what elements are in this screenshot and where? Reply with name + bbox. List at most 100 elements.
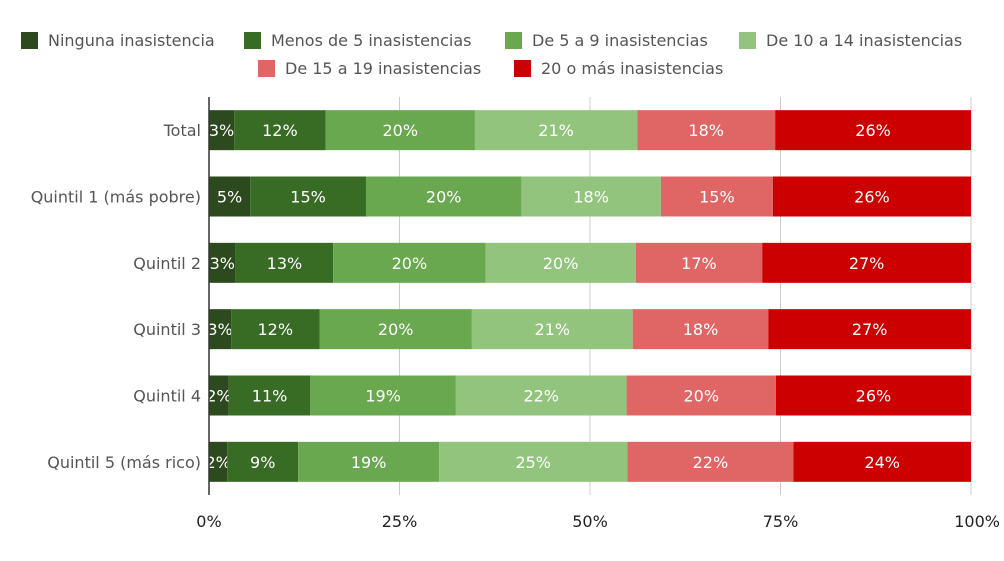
- legend-swatch: [244, 32, 261, 49]
- bar-value-label: 12%: [262, 121, 298, 140]
- bar-value-label: 18%: [688, 121, 724, 140]
- x-tick-label: 50%: [572, 512, 608, 531]
- bar-value-label: 22%: [693, 453, 729, 472]
- bar-value-label: 20%: [382, 121, 418, 140]
- bar-segment: [209, 110, 235, 151]
- bar-segment: [228, 375, 311, 416]
- legend-swatch: [21, 32, 38, 49]
- bar-value-label: 3%: [209, 121, 234, 140]
- category-label: Quintil 5 (más rico): [47, 453, 201, 472]
- bar-value-label: 20%: [426, 188, 462, 207]
- bar-row: 3% 13% 20% 20% 17% 27%: [209, 242, 971, 283]
- bar-value-label: 24%: [864, 453, 900, 472]
- bar-value-label: 22%: [523, 387, 559, 406]
- legend-label: Ninguna inasistencia: [48, 31, 215, 50]
- bar-segment: [485, 242, 636, 283]
- bar-value-label: 15%: [699, 188, 735, 207]
- bar-value-label: 13%: [267, 254, 303, 273]
- bar-value-label: 27%: [852, 320, 888, 339]
- bar-value-label: 11%: [252, 387, 288, 406]
- bar-row: 3% 12% 20% 21% 18% 26%: [209, 110, 971, 151]
- bar-value-label: 12%: [258, 320, 294, 339]
- bar-row: 3% 12% 20% 21% 18% 27%: [207, 309, 971, 350]
- bar-segment: [521, 176, 661, 217]
- bar-segment: [298, 441, 440, 482]
- bar-segment: [333, 242, 486, 283]
- category-label: Quintil 1 (más pobre): [31, 188, 201, 207]
- bars: 3% 12% 20% 21% 18% 26% 5% 15% 20% 18% 15% 26% 3% 13% 2…: [205, 110, 971, 482]
- bar-segment: [793, 441, 971, 482]
- bar-segment: [250, 176, 366, 217]
- legend-item: De 5 a 9 inasistencias: [505, 31, 708, 50]
- bar-segment: [772, 176, 971, 217]
- bar-segment: [231, 309, 320, 350]
- bar-value-label: 20%: [543, 254, 579, 273]
- bar-segment: [209, 375, 229, 416]
- bar-segment: [762, 242, 971, 283]
- x-tick-label: 25%: [382, 512, 418, 531]
- legend-item: De 10 a 14 inasistencias: [739, 31, 962, 50]
- bar-segment: [474, 110, 638, 151]
- legend-label: 20 o más inasistencias: [541, 59, 723, 78]
- bar-value-label: 26%: [854, 188, 890, 207]
- bar-value-label: 9%: [250, 453, 275, 472]
- bar-segment: [209, 176, 251, 217]
- category-label: Quintil 3: [133, 320, 201, 339]
- bar-value-label: 20%: [378, 320, 414, 339]
- bar-segment: [235, 242, 334, 283]
- bar-segment: [439, 441, 628, 482]
- grid: [208, 97, 972, 495]
- legend-label: De 15 a 19 inasistencias: [285, 59, 481, 78]
- bar-value-label: 2%: [205, 453, 230, 472]
- bar-segment: [234, 110, 326, 151]
- bar-segment: [775, 110, 971, 151]
- legend-swatch: [514, 60, 531, 77]
- legend-label: Menos de 5 inasistencias: [271, 31, 472, 50]
- bar-value-label: 19%: [365, 387, 401, 406]
- category-label: Total: [163, 121, 201, 140]
- legend: Ninguna inasistencia Menos de 5 inasisten…: [21, 31, 962, 78]
- bar-value-label: 21%: [534, 320, 570, 339]
- bar-segment: [471, 309, 633, 350]
- x-tick-label: 0%: [196, 512, 221, 531]
- bar-segment: [365, 176, 522, 217]
- x-tick-label: 100%: [954, 512, 1000, 531]
- bar-row: 5% 15% 20% 18% 15% 26%: [209, 176, 971, 217]
- legend-item: Menos de 5 inasistencias: [244, 31, 472, 50]
- bar-segment: [209, 441, 228, 482]
- category-label: Quintil 2: [133, 254, 201, 273]
- bar-segment: [325, 110, 475, 151]
- bar-segment: [768, 309, 971, 350]
- bar-value-label: 26%: [856, 387, 892, 406]
- bar-value-label: 15%: [290, 188, 326, 207]
- bar-value-label: 18%: [573, 188, 609, 207]
- bar-value-label: 17%: [681, 254, 717, 273]
- bar-value-label: 21%: [538, 121, 574, 140]
- bar-value-label: 3%: [210, 254, 235, 273]
- legend-label: De 10 a 14 inasistencias: [766, 31, 962, 50]
- bar-segment: [310, 375, 456, 416]
- bar-segment: [775, 375, 971, 416]
- bar-value-label: 2%: [206, 387, 231, 406]
- bar-segment: [209, 242, 236, 283]
- legend-item: 20 o más inasistencias: [514, 59, 723, 78]
- legend-swatch: [505, 32, 522, 49]
- bar-segment: [455, 375, 627, 416]
- legend-swatch: [258, 60, 275, 77]
- bar-segment: [627, 441, 794, 482]
- legend-swatch: [739, 32, 756, 49]
- bar-segment: [632, 309, 769, 350]
- legend-label: De 5 a 9 inasistencias: [532, 31, 708, 50]
- category-label: Quintil 4: [133, 387, 201, 406]
- bar-segment: [626, 375, 776, 416]
- bar-value-label: 20%: [683, 387, 719, 406]
- bar-segment: [660, 176, 773, 217]
- bar-segment: [319, 309, 472, 350]
- legend-item: De 15 a 19 inasistencias: [258, 59, 481, 78]
- bar-row: 2% 11% 19% 22% 20% 26%: [206, 375, 971, 416]
- bar-segment: [209, 309, 232, 350]
- legend-item: Ninguna inasistencia: [21, 31, 215, 50]
- bar-value-label: 20%: [392, 254, 428, 273]
